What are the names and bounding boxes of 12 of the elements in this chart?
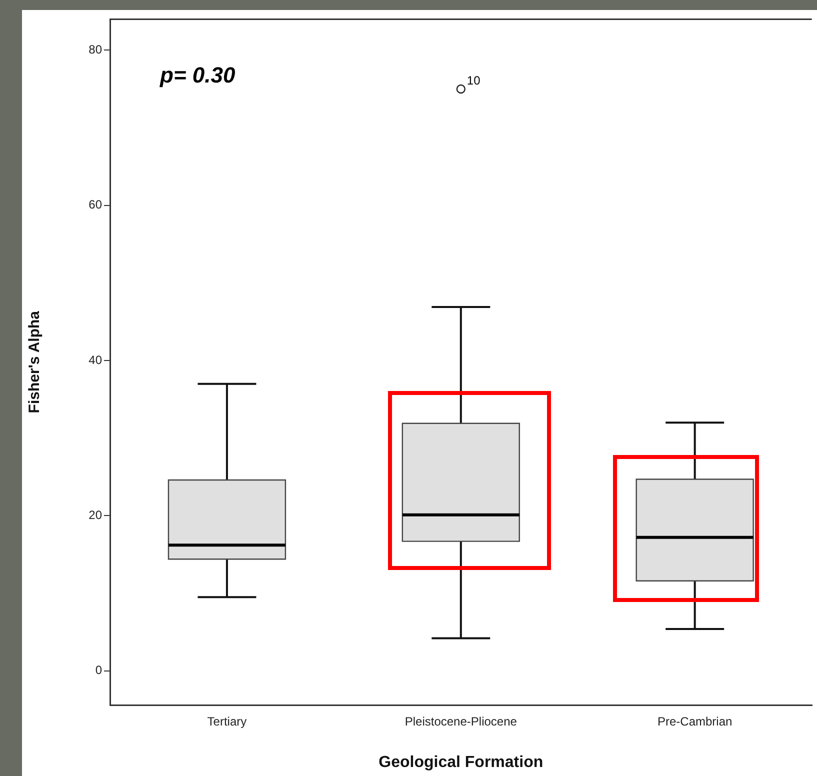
x-tick-label: Pleistocene-Pliocene [404,714,518,729]
x-tick-label: Pre-Cambrian [657,714,732,729]
y-tick-label: 40 [88,352,102,367]
annotation: p= 0.30 [159,62,236,88]
y-tick-label: 80 [88,42,102,57]
y-tick-label: 60 [88,198,102,212]
y-tick-label: 0 [95,663,102,678]
y-tick-label: 20 [88,508,102,522]
x-axis-title: Geological Formation [378,754,544,771]
x-tick-label: Tertiary [207,714,247,729]
annotation: 10 [466,73,481,88]
y-axis-title: Fisher's Alpha [26,310,44,414]
